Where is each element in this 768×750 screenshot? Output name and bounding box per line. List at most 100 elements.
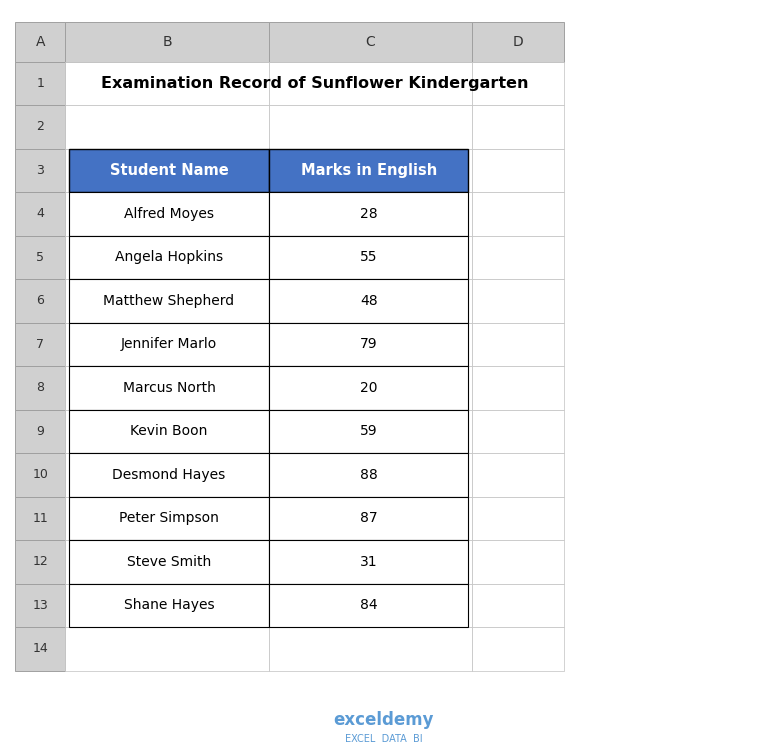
- Bar: [65, 410, 269, 453]
- Bar: [65, 22, 269, 62]
- Bar: [269, 148, 472, 192]
- Bar: [472, 496, 564, 540]
- Bar: [65, 236, 269, 279]
- Bar: [65, 148, 269, 192]
- Text: 55: 55: [360, 251, 377, 264]
- Bar: [65, 584, 269, 627]
- Text: 84: 84: [360, 598, 377, 612]
- Text: Student Name: Student Name: [110, 163, 228, 178]
- Bar: [15, 148, 65, 192]
- Text: 2: 2: [36, 120, 45, 134]
- Bar: [269, 540, 472, 584]
- Bar: [269, 322, 468, 366]
- Bar: [269, 22, 472, 62]
- Bar: [269, 192, 472, 236]
- Bar: [69, 366, 269, 410]
- Text: Marks in English: Marks in English: [300, 163, 437, 178]
- Bar: [15, 22, 65, 62]
- Bar: [65, 62, 269, 105]
- Bar: [69, 236, 269, 279]
- Bar: [65, 366, 269, 410]
- Bar: [269, 62, 472, 105]
- Bar: [472, 540, 564, 584]
- Bar: [15, 410, 65, 453]
- Text: Steve Smith: Steve Smith: [127, 555, 211, 568]
- Bar: [269, 584, 472, 627]
- Bar: [269, 453, 468, 497]
- Bar: [472, 236, 564, 279]
- Bar: [269, 192, 468, 236]
- Text: 28: 28: [360, 207, 377, 220]
- Bar: [269, 322, 472, 366]
- Bar: [269, 366, 472, 410]
- Text: Angela Hopkins: Angela Hopkins: [115, 251, 223, 264]
- Bar: [472, 584, 564, 627]
- Text: 6: 6: [36, 294, 45, 307]
- Text: Matthew Shepherd: Matthew Shepherd: [104, 294, 234, 307]
- Bar: [15, 627, 65, 670]
- Text: 59: 59: [360, 424, 377, 438]
- Bar: [472, 279, 564, 322]
- Bar: [65, 540, 269, 584]
- Bar: [472, 322, 564, 366]
- Bar: [15, 62, 65, 105]
- Bar: [269, 366, 468, 410]
- Bar: [69, 496, 269, 540]
- Bar: [65, 453, 269, 497]
- Bar: [269, 584, 468, 627]
- Bar: [269, 279, 472, 322]
- Bar: [269, 148, 468, 192]
- Bar: [15, 236, 65, 279]
- Bar: [472, 105, 564, 148]
- Text: 20: 20: [360, 381, 377, 394]
- Bar: [15, 192, 65, 236]
- Text: D: D: [513, 35, 524, 49]
- Bar: [269, 540, 468, 584]
- Text: Alfred Moyes: Alfred Moyes: [124, 207, 214, 220]
- Bar: [15, 496, 65, 540]
- Bar: [15, 279, 65, 322]
- Bar: [65, 279, 269, 322]
- Text: 14: 14: [32, 642, 48, 656]
- Bar: [15, 540, 65, 584]
- Bar: [269, 496, 468, 540]
- Bar: [472, 453, 564, 497]
- Bar: [15, 322, 65, 366]
- Bar: [69, 279, 269, 322]
- Bar: [472, 627, 564, 670]
- Bar: [15, 584, 65, 627]
- Text: 4: 4: [36, 207, 45, 220]
- Text: 9: 9: [36, 424, 45, 438]
- Text: 10: 10: [32, 468, 48, 482]
- Bar: [472, 366, 564, 410]
- Text: 5: 5: [36, 251, 45, 264]
- Bar: [472, 192, 564, 236]
- Bar: [269, 105, 472, 148]
- Text: Kevin Boon: Kevin Boon: [131, 424, 207, 438]
- Text: 87: 87: [360, 512, 377, 525]
- Bar: [69, 584, 269, 627]
- Bar: [65, 322, 269, 366]
- Text: 31: 31: [360, 555, 377, 568]
- Bar: [472, 148, 564, 192]
- Text: C: C: [366, 35, 376, 49]
- Bar: [69, 540, 269, 584]
- Text: A: A: [35, 35, 45, 49]
- Text: 11: 11: [32, 512, 48, 525]
- Text: Shane Hayes: Shane Hayes: [124, 598, 214, 612]
- Bar: [15, 105, 65, 148]
- Bar: [269, 627, 472, 670]
- Bar: [472, 22, 564, 62]
- Bar: [69, 322, 269, 366]
- Text: 79: 79: [360, 338, 377, 351]
- Bar: [269, 453, 472, 497]
- Text: Marcus North: Marcus North: [123, 381, 215, 394]
- Bar: [15, 453, 65, 497]
- Bar: [269, 496, 472, 540]
- Text: exceldemy: exceldemy: [334, 711, 434, 729]
- Text: 8: 8: [36, 381, 45, 394]
- Text: 1: 1: [36, 76, 45, 90]
- Bar: [65, 627, 269, 670]
- Bar: [69, 453, 269, 497]
- Text: Desmond Hayes: Desmond Hayes: [112, 468, 226, 482]
